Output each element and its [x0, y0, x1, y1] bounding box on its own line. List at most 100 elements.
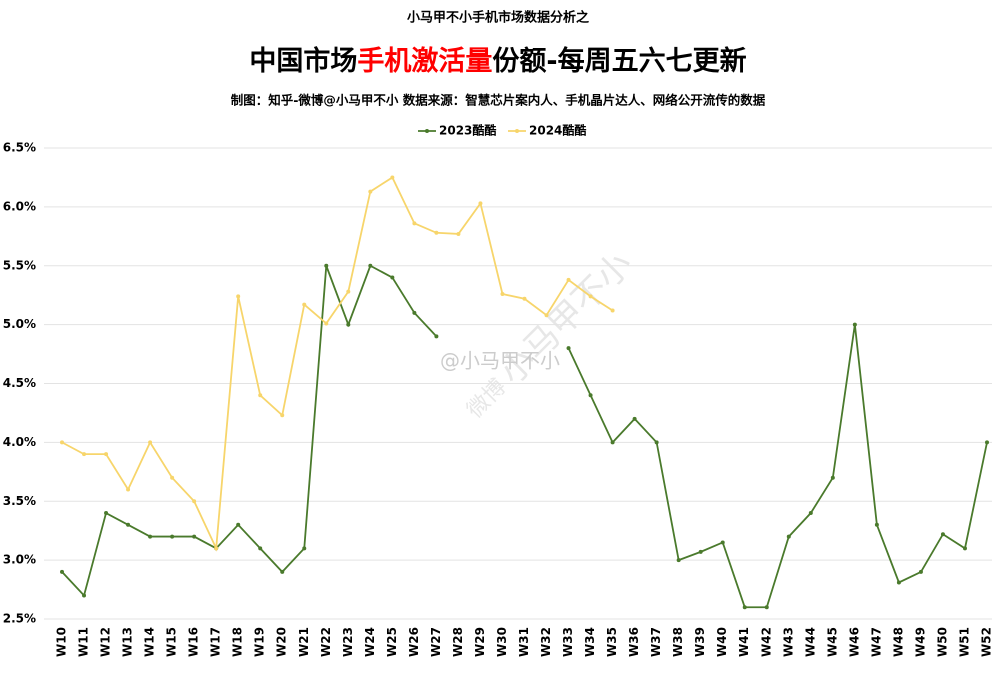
data-point	[654, 440, 659, 445]
y-tick-label: 2.5%	[3, 612, 36, 626]
data-point	[610, 308, 615, 313]
data-point	[60, 569, 64, 574]
data-point	[324, 263, 329, 268]
data-point	[368, 263, 373, 268]
x-tick-label: W13	[121, 627, 135, 657]
x-tick-label: W31	[517, 627, 531, 657]
data-point	[192, 534, 197, 539]
x-tick-label: W32	[539, 627, 553, 657]
data-point	[236, 522, 241, 527]
data-point	[412, 221, 417, 226]
data-point	[82, 452, 87, 457]
x-tick-label: W49	[913, 627, 927, 657]
x-tick-label: W36	[627, 627, 641, 657]
data-point	[566, 346, 571, 351]
data-point	[258, 546, 263, 551]
x-tick-label: W52	[980, 627, 994, 657]
data-point	[632, 416, 637, 421]
data-point	[544, 313, 549, 318]
data-point	[148, 534, 153, 539]
data-point	[742, 605, 747, 610]
x-tick-label: W30	[495, 627, 509, 657]
legend-label: 2024酷酷	[529, 123, 586, 138]
data-point	[808, 511, 813, 516]
x-tick-label: W40	[715, 627, 729, 657]
x-tick-label: W29	[473, 627, 487, 657]
data-point	[236, 294, 241, 299]
data-point	[192, 499, 197, 504]
x-tick-label: W17	[209, 627, 223, 657]
x-tick-label: W15	[165, 627, 179, 657]
watermark-text: 微博	[463, 375, 512, 424]
data-point	[588, 294, 593, 299]
x-tick-label: W25	[385, 627, 399, 657]
x-tick-label: W46	[847, 627, 861, 657]
data-point	[280, 413, 285, 418]
data-point	[324, 321, 329, 326]
x-tick-label: W50	[935, 627, 949, 657]
legend-label: 2023酷酷	[439, 123, 496, 138]
data-point	[918, 569, 923, 574]
x-tick-label: W51	[957, 627, 971, 657]
data-point	[302, 546, 307, 551]
x-tick-label: W20	[275, 627, 289, 657]
x-tick-label: W47	[869, 627, 883, 657]
data-point	[346, 322, 351, 327]
title-part: 中国市场	[249, 45, 357, 77]
data-point	[896, 580, 901, 585]
data-point	[852, 322, 857, 327]
x-tick-label: W22	[319, 627, 333, 657]
chart-supertitle: 小马甲不小手机市场数据分析之	[407, 10, 589, 26]
data-point	[170, 534, 175, 539]
x-tick-label: W18	[231, 627, 245, 657]
x-tick-label: W19	[253, 627, 267, 657]
x-tick-label: W48	[891, 627, 905, 657]
x-tick-label: W23	[341, 627, 355, 657]
data-point	[148, 440, 153, 445]
data-point	[500, 292, 505, 297]
x-tick-label: W26	[407, 627, 421, 657]
x-tick-label: W28	[451, 627, 465, 657]
data-point	[346, 289, 351, 294]
x-tick-label: W10	[55, 627, 69, 657]
data-point	[676, 558, 681, 563]
x-tick-label: W41	[737, 627, 751, 657]
legend-swatch-dot	[425, 129, 429, 133]
title-part: 手机激活量	[357, 45, 492, 77]
data-point	[610, 440, 615, 445]
x-tick-label: W38	[671, 627, 685, 657]
data-point	[940, 532, 945, 537]
legend-swatch-dot	[515, 129, 519, 133]
data-point	[368, 189, 373, 194]
data-point	[962, 546, 967, 551]
data-point	[830, 475, 835, 480]
data-point	[478, 201, 483, 206]
data-point	[786, 534, 791, 539]
x-tick-label: W16	[187, 627, 201, 657]
x-tick-label: W34	[583, 627, 597, 657]
x-tick-label: W37	[649, 627, 663, 657]
y-tick-label: 6.0%	[3, 199, 36, 213]
watermark-text: @小马甲不小	[440, 349, 560, 373]
x-tick-label: W14	[143, 627, 157, 657]
data-point	[390, 275, 395, 280]
chart-subtitle: 制图：知乎-微博@小马甲不小 数据来源：智慧芯片案内人、手机晶片达人、网络公开流…	[231, 93, 766, 108]
data-point	[456, 231, 461, 236]
x-tick-label: W12	[99, 627, 113, 657]
x-tick-label: W11	[77, 627, 91, 657]
data-point	[214, 546, 219, 551]
data-point	[588, 393, 593, 398]
data-point	[60, 440, 64, 445]
data-point	[280, 569, 285, 574]
y-tick-label: 5.0%	[3, 317, 36, 331]
data-point	[104, 511, 109, 516]
y-tick-label: 3.0%	[3, 553, 36, 567]
data-point	[104, 452, 109, 457]
data-point	[170, 475, 175, 480]
x-tick-label: W24	[363, 627, 377, 657]
series-line	[61, 264, 988, 609]
x-tick-label: W33	[561, 627, 575, 657]
data-point	[985, 440, 989, 445]
